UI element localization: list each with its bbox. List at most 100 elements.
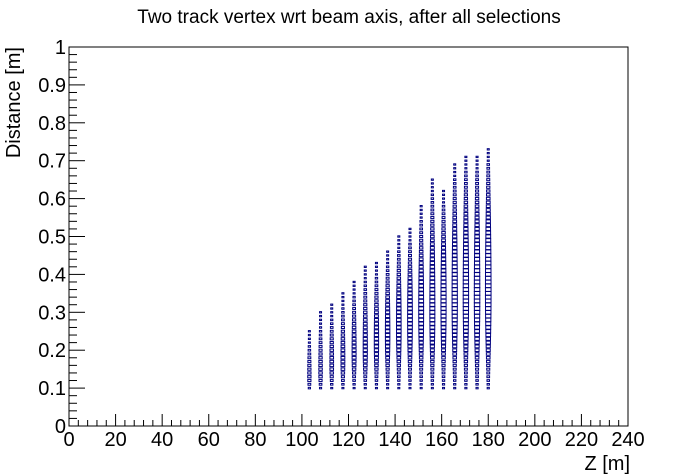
histogram-bin (441, 383, 446, 386)
histogram-bin (463, 348, 469, 353)
histogram-bin (474, 344, 480, 349)
histogram-bin (396, 272, 401, 277)
histogram-bin (341, 303, 345, 306)
histogram-bin (451, 317, 458, 323)
histogram-bin (486, 375, 491, 379)
histogram-bin (386, 383, 390, 386)
histogram-bin (451, 287, 458, 292)
histogram-bin (474, 257, 481, 262)
histogram-bin (474, 245, 480, 251)
histogram-bin (485, 260, 492, 266)
histogram-bin (452, 204, 457, 208)
histogram-bin (464, 178, 468, 182)
histogram-bin (452, 242, 458, 247)
histogram-bin (341, 383, 345, 386)
histogram-bin (486, 371, 491, 375)
histogram-bin (384, 329, 391, 334)
histogram-bin (485, 325, 492, 330)
histogram-bin (307, 375, 312, 379)
histogram-bin (429, 306, 436, 311)
histogram-bin (352, 288, 356, 291)
histogram-bin (451, 302, 458, 307)
histogram-bin (463, 344, 469, 349)
histogram-bin (452, 215, 458, 220)
histogram-bin (473, 279, 481, 285)
histogram-bin (351, 322, 357, 326)
histogram-bin (340, 333, 346, 337)
histogram-bin (485, 268, 492, 273)
histogram-bin (318, 333, 323, 337)
histogram-bin (475, 170, 479, 174)
histogram-bin (463, 329, 469, 334)
histogram-bin (484, 294, 492, 300)
histogram-bin (329, 333, 334, 337)
histogram-bin (485, 193, 491, 197)
histogram-bin (452, 371, 457, 375)
histogram-bin (453, 170, 457, 174)
histogram-bin (451, 253, 458, 258)
histogram-bin (440, 268, 447, 273)
histogram-bin (396, 340, 402, 345)
histogram-bin (451, 306, 458, 311)
histogram-bin (485, 264, 492, 270)
histogram-bin (386, 258, 390, 261)
histogram-bin (451, 283, 458, 289)
histogram-bin (463, 238, 469, 243)
histogram-bin (484, 298, 492, 304)
histogram-bin (407, 280, 413, 284)
histogram-bin (385, 371, 390, 375)
histogram-bin (440, 257, 447, 262)
histogram-bin (485, 211, 491, 216)
histogram-bin (307, 337, 311, 340)
histogram-bin (440, 249, 447, 254)
histogram-bin (373, 352, 379, 356)
y-tick-label: 0.7 (38, 151, 66, 173)
histogram-bin (418, 249, 424, 254)
histogram-bin (340, 344, 346, 349)
histogram-bin (418, 356, 424, 360)
histogram-bin (485, 309, 492, 315)
histogram-bin (407, 291, 413, 296)
histogram-bin (362, 314, 368, 318)
histogram-bin (452, 336, 458, 341)
histogram-bin (464, 383, 468, 386)
y-tick-label: 0.2 (38, 340, 66, 362)
histogram-bin (430, 201, 435, 204)
histogram-bin (374, 276, 379, 280)
histogram-bin (407, 321, 413, 326)
histogram-bin (475, 159, 479, 162)
histogram-bin (363, 379, 368, 382)
histogram-bin (363, 284, 367, 288)
histogram-bin (363, 280, 367, 284)
histogram-bin (407, 352, 413, 356)
histogram-bin (329, 375, 334, 379)
histogram-bin (318, 375, 323, 379)
histogram-bin (441, 375, 446, 379)
histogram-bin (363, 273, 367, 276)
histogram-bin (419, 363, 424, 367)
histogram-bin (486, 178, 491, 182)
histogram-bin (329, 329, 334, 333)
histogram-bin (452, 227, 458, 231)
histogram-bin (418, 257, 424, 262)
histogram-bin (462, 264, 469, 270)
histogram-bin (385, 363, 390, 368)
histogram-bin (307, 363, 312, 367)
histogram-bin (463, 367, 468, 371)
histogram-bin (440, 291, 447, 296)
histogram-bin (385, 359, 390, 364)
histogram-bin (453, 383, 457, 386)
histogram-bin (407, 265, 413, 269)
histogram-bin (442, 197, 446, 200)
histogram-bin (385, 269, 390, 272)
histogram-bin (408, 242, 412, 246)
histogram-bin (429, 321, 436, 326)
histogram-bin (329, 326, 334, 329)
histogram-bin (462, 249, 469, 254)
histogram-bin (463, 223, 469, 228)
histogram-bin (418, 313, 425, 319)
histogram-bin (474, 196, 480, 201)
x-axis-label: Z [m] (584, 453, 630, 474)
histogram-bin (329, 341, 334, 345)
histogram-bin (319, 322, 323, 325)
